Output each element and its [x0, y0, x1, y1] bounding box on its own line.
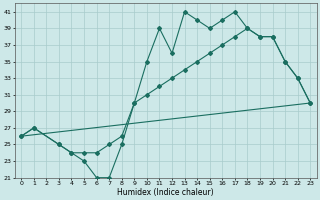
X-axis label: Humidex (Indice chaleur): Humidex (Indice chaleur) [117, 188, 214, 197]
